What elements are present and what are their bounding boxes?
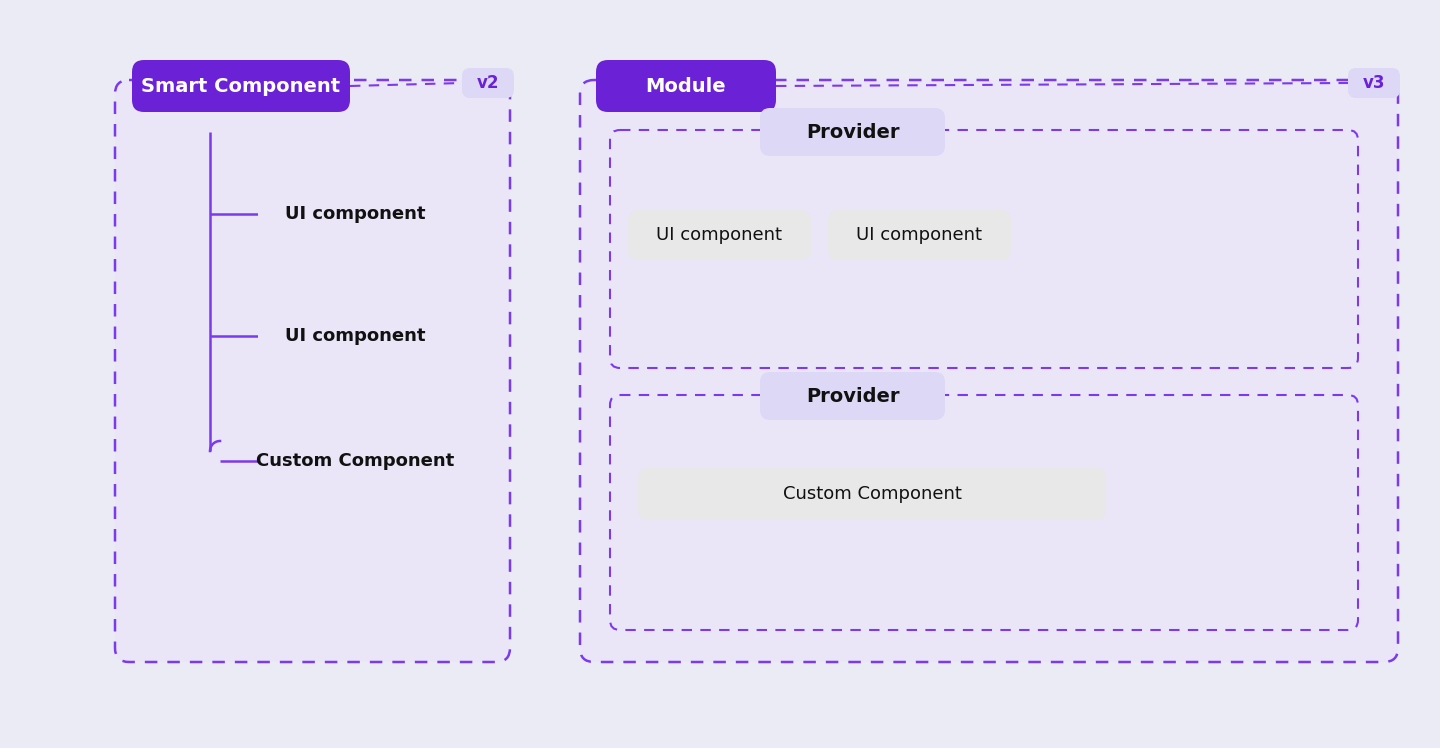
FancyBboxPatch shape: [611, 395, 1358, 630]
Text: Custom Component: Custom Component: [256, 452, 455, 470]
FancyBboxPatch shape: [258, 310, 454, 362]
FancyBboxPatch shape: [638, 468, 1106, 520]
Text: v3: v3: [1362, 74, 1385, 92]
FancyBboxPatch shape: [258, 435, 454, 487]
FancyBboxPatch shape: [462, 68, 514, 98]
Text: Provider: Provider: [806, 387, 899, 405]
FancyBboxPatch shape: [760, 372, 945, 420]
FancyBboxPatch shape: [580, 80, 1398, 662]
Text: UI component: UI component: [857, 226, 982, 244]
FancyBboxPatch shape: [115, 80, 510, 662]
Text: UI component: UI component: [285, 327, 426, 345]
FancyBboxPatch shape: [258, 188, 454, 240]
FancyBboxPatch shape: [628, 210, 811, 260]
FancyBboxPatch shape: [828, 210, 1011, 260]
Text: UI component: UI component: [285, 205, 426, 223]
Text: Smart Component: Smart Component: [141, 76, 341, 96]
Text: v2: v2: [477, 74, 500, 92]
Text: Module: Module: [645, 76, 726, 96]
Text: Provider: Provider: [806, 123, 899, 141]
FancyBboxPatch shape: [596, 60, 776, 112]
FancyBboxPatch shape: [760, 108, 945, 156]
FancyBboxPatch shape: [132, 60, 350, 112]
Text: UI component: UI component: [657, 226, 782, 244]
FancyBboxPatch shape: [1348, 68, 1400, 98]
Text: Custom Component: Custom Component: [782, 485, 962, 503]
FancyBboxPatch shape: [611, 130, 1358, 368]
